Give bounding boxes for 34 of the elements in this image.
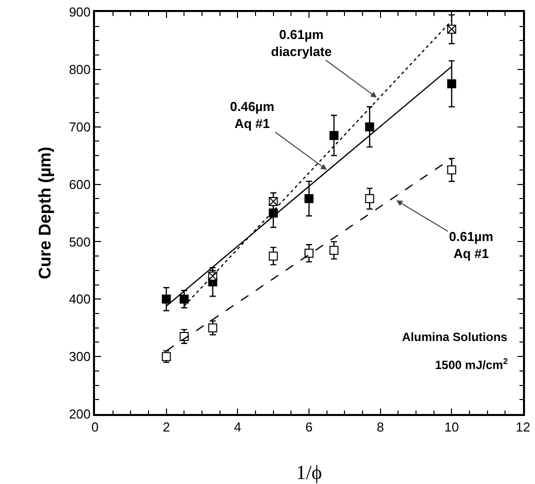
point bbox=[162, 294, 171, 304]
point bbox=[447, 79, 456, 88]
point bbox=[329, 246, 338, 255]
annotation: Alumina Solutions bbox=[402, 330, 508, 344]
y-tick-label: 500 bbox=[68, 234, 91, 250]
point bbox=[180, 294, 189, 304]
annotation: 0.61µm diacrylate bbox=[271, 27, 332, 59]
y-tick-label: 700 bbox=[68, 119, 91, 134]
annotation: 1500 mJ/cm$^{2}$ bbox=[435, 356, 508, 372]
point bbox=[365, 122, 374, 132]
annotation: 0.46µm Aq #1 bbox=[230, 99, 274, 131]
y-tick-label: 400 bbox=[68, 292, 91, 307]
point bbox=[365, 194, 374, 204]
point bbox=[268, 252, 278, 261]
x-tick-label: 8 bbox=[376, 419, 384, 434]
y-axis-title: Cure Depth (µm) bbox=[36, 146, 54, 280]
point bbox=[304, 194, 314, 204]
y-tick-label: 300 bbox=[68, 349, 91, 364]
x-tick-label: 0 bbox=[91, 419, 99, 434]
y-tick-label: 900 bbox=[68, 4, 91, 20]
x-tick-label: 2 bbox=[162, 419, 170, 434]
x-axis-title: 1/ϕ bbox=[296, 462, 322, 484]
annotation: 0.61µm Aq #1 bbox=[449, 229, 494, 261]
point bbox=[304, 248, 314, 258]
x-tick-label: 10 bbox=[444, 419, 459, 434]
point bbox=[447, 165, 456, 174]
y-tick-label: 600 bbox=[68, 176, 91, 192]
x-tick-label: 12 bbox=[516, 419, 530, 434]
y-tick-label: 800 bbox=[68, 62, 91, 77]
x-tick-label: 6 bbox=[305, 419, 313, 434]
x-tick-label: 4 bbox=[234, 419, 242, 434]
point bbox=[208, 323, 218, 332]
y-tick-label: 200 bbox=[68, 406, 91, 422]
point bbox=[329, 130, 338, 140]
